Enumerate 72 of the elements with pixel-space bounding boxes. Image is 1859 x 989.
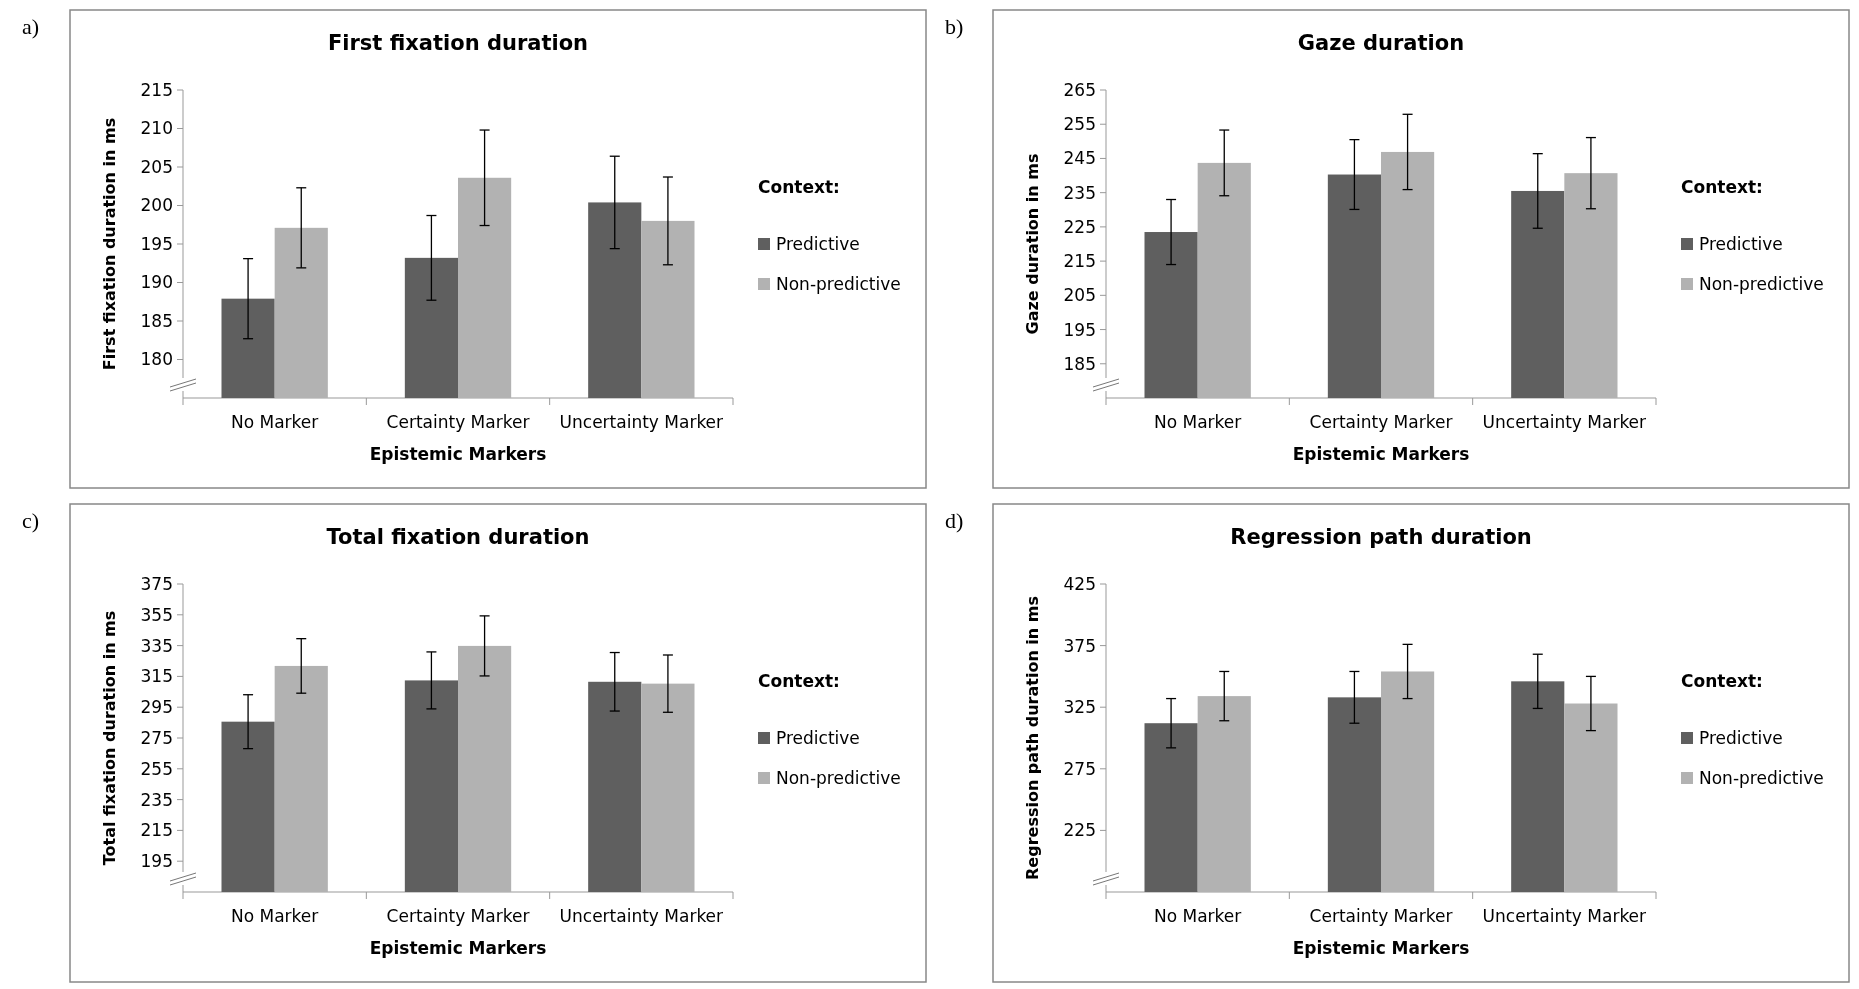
text: b) [945, 14, 964, 39]
x-tick-label: Uncertainty Marker [559, 906, 724, 926]
y-tick-label: 195 [140, 233, 173, 254]
x-tick-label: Certainty Marker [386, 906, 530, 926]
y-tick-label: 375 [140, 573, 173, 594]
x-tick-label: Uncertainty Marker [559, 412, 724, 432]
text: c) [22, 508, 40, 533]
chart-title: Regression path duration [1230, 525, 1532, 549]
y-tick-label: 325 [1063, 697, 1096, 718]
chart-title: First fixation duration [327, 31, 589, 55]
legend-label: Predictive [1699, 727, 1783, 748]
y-tick-label: 245 [1063, 148, 1096, 169]
y-tick-label: 255 [140, 758, 173, 779]
legend-label: Predictive [776, 233, 860, 254]
chart-title: Total fixation duration [326, 525, 590, 549]
y-axis-title: Regression path duration in ms [1023, 596, 1042, 880]
x-tick-label: Uncertainty Marker [1482, 906, 1647, 926]
y-tick-label: 225 [1063, 820, 1096, 841]
y-tick-label: 185 [1063, 353, 1096, 374]
legend-label: Non-predictive [776, 273, 901, 294]
x-tick-label: No Marker [231, 412, 319, 432]
y-tick-label: 255 [1063, 114, 1096, 135]
y-tick-label: 215 [1063, 251, 1096, 272]
y-tick-label: 235 [1063, 182, 1096, 203]
legend-label: Non-predictive [776, 767, 901, 788]
x-tick-label: Certainty Marker [1309, 412, 1453, 432]
y-tick-label: 190 [140, 272, 173, 293]
y-tick-label: 355 [140, 604, 173, 625]
legend-label: Non-predictive [1699, 767, 1824, 788]
y-tick-label: 235 [140, 789, 173, 810]
x-tick-label: No Marker [1154, 906, 1242, 926]
y-tick-label: 335 [140, 635, 173, 656]
y-axis-title: Gaze duration in ms [1023, 153, 1042, 335]
x-tick-label: Uncertainty Marker [1482, 412, 1647, 432]
y-axis-title: First fixation duration in ms [100, 117, 119, 371]
y-tick-label: 195 [1063, 319, 1096, 340]
text: d) [945, 508, 964, 533]
y-tick-label: 200 [140, 195, 173, 216]
y-tick-label: 185 [140, 310, 173, 331]
x-axis-title: Epistemic Markers [1292, 938, 1470, 958]
legend-title: Context: [1681, 177, 1763, 197]
x-axis-title: Epistemic Markers [369, 938, 547, 958]
y-tick-label: 425 [1063, 573, 1096, 594]
x-tick-label: Certainty Marker [386, 412, 530, 432]
x-axis-title: Epistemic Markers [1292, 444, 1470, 464]
y-tick-label: 210 [140, 118, 173, 139]
legend-label: Predictive [776, 727, 860, 748]
y-tick-label: 215 [140, 820, 173, 841]
legend-title: Context: [1681, 671, 1763, 691]
x-tick-label: Certainty Marker [1309, 906, 1453, 926]
y-axis-title: Total fixation duration in ms [100, 610, 119, 866]
legend-label: Non-predictive [1699, 273, 1824, 294]
x-axis-title: Epistemic Markers [369, 444, 547, 464]
y-tick-label: 265 [1063, 79, 1096, 100]
y-tick-label: 315 [140, 666, 173, 687]
y-tick-label: 275 [1063, 758, 1096, 779]
y-tick-label: 295 [140, 697, 173, 718]
x-tick-label: No Marker [231, 906, 319, 926]
y-tick-label: 205 [140, 156, 173, 177]
legend-title: Context: [758, 177, 840, 197]
y-tick-label: 375 [1063, 635, 1096, 656]
y-tick-label: 180 [140, 349, 173, 370]
chart-title: Gaze duration [1297, 31, 1465, 55]
y-tick-label: 205 [1063, 285, 1096, 306]
y-tick-label: 215 [140, 79, 173, 100]
x-tick-label: No Marker [1154, 412, 1242, 432]
text: a) [22, 14, 40, 39]
legend-label: Predictive [1699, 233, 1783, 254]
y-tick-label: 275 [140, 727, 173, 748]
y-tick-label: 225 [1063, 216, 1096, 237]
legend-title: Context: [758, 671, 840, 691]
y-tick-label: 195 [140, 851, 173, 872]
